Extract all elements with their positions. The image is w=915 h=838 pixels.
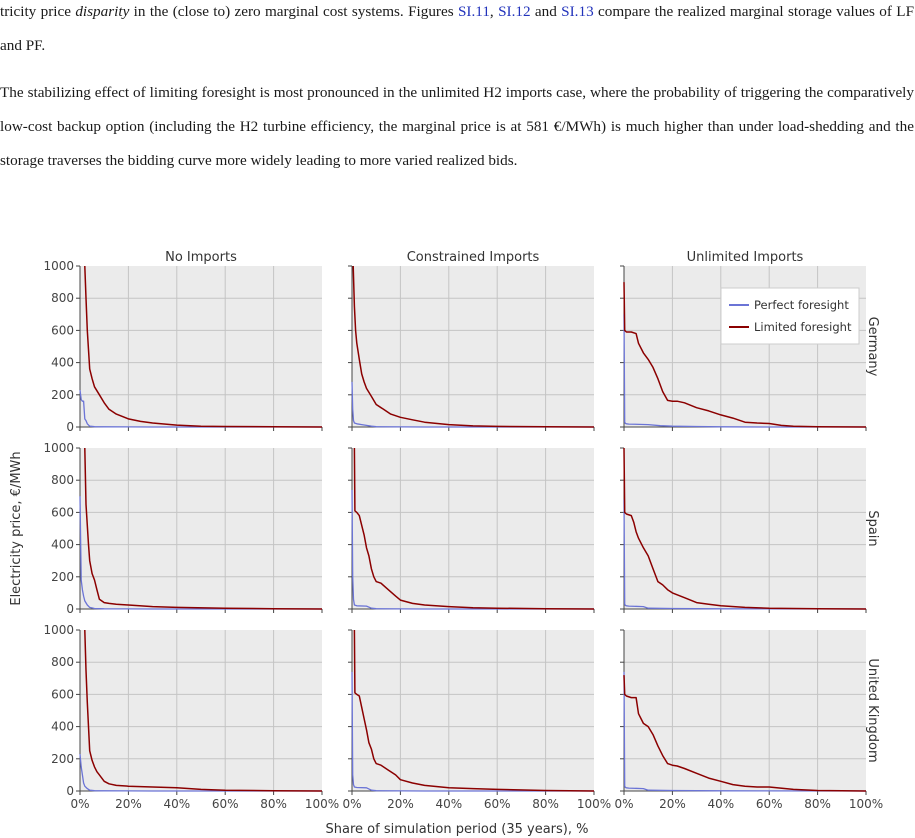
column-title: Constrained Imports [407, 250, 540, 265]
series-line-perfect-foresight [623, 499, 867, 610]
series-line-limited-foresight [352, 265, 595, 428]
text-run: , [489, 3, 499, 20]
series-line-limited-foresight [84, 447, 323, 610]
x-tick-label: 60% [484, 797, 511, 811]
series-line-perfect-foresight [351, 671, 594, 792]
series-line-limited-foresight [84, 629, 323, 792]
text-run: and [530, 3, 562, 20]
chart-panel: 1000 800 600 400 200 0 [43, 259, 323, 434]
figure-ref-link[interactable]: SI.13 [561, 3, 594, 20]
legend-box [720, 287, 860, 345]
panel-background [624, 448, 866, 609]
chart-panel [620, 447, 867, 613]
y-tick-label: 0 [66, 784, 74, 798]
y-tick-label: 1000 [43, 441, 74, 455]
panel-background [352, 448, 594, 609]
x-tick-label: 20% [115, 797, 142, 811]
x-tick-label: 40% [435, 797, 462, 811]
series-line-perfect-foresight [623, 314, 866, 428]
panel-background [624, 630, 866, 791]
text-run: in the (close to) zero marginal cost sys… [129, 3, 458, 20]
x-tick-label: 80% [804, 797, 831, 811]
series-line-perfect-foresight [623, 671, 867, 792]
series-line-limited-foresight [623, 675, 867, 792]
x-tick-label: 60% [212, 797, 239, 811]
y-axis-label: Electricity price, €/MWh [9, 451, 24, 605]
column-title: No Imports [165, 250, 237, 265]
row-title: United Kingdom [865, 658, 880, 762]
y-tick-label: 400 [51, 720, 74, 734]
panel-background [80, 630, 322, 791]
row-title: Spain [865, 510, 880, 546]
series-line-limited-foresight [353, 629, 595, 792]
figure-ref-link[interactable]: SI.11 [457, 3, 490, 20]
series-line-limited-foresight [353, 447, 595, 610]
y-tick-label: 600 [51, 687, 74, 701]
series-line-perfect-foresight [351, 489, 594, 610]
series-line-perfect-foresight [79, 753, 322, 792]
y-tick-label: 1000 [43, 623, 74, 637]
x-tick-label: 60% [756, 797, 783, 811]
text-run: compare the realized [593, 3, 726, 20]
x-tick-label: 100% [305, 797, 339, 811]
panel-background [352, 630, 594, 791]
facet-line-chart: 1000 800 600 400 200 0 1000 800 600 400 200 0 1000 80… [9, 250, 883, 837]
y-tick-label: 0 [66, 602, 74, 616]
legend-label: Limited foresight [754, 320, 852, 334]
panel-background [80, 266, 322, 427]
y-tick-label: 400 [51, 538, 74, 552]
y-tick-label: 1000 [43, 259, 74, 273]
x-tick-label: 80% [260, 797, 287, 811]
y-tick-label: 200 [51, 388, 74, 402]
y-tick-label: 600 [51, 505, 74, 519]
panel-background [80, 448, 322, 609]
text-run: marginal storage values of LF and PF. [0, 3, 915, 54]
series-line-perfect-foresight [351, 381, 594, 428]
x-tick-label: 20% [387, 797, 414, 811]
y-tick-label: 800 [51, 655, 74, 669]
paragraph-main: The stabilizing effect of limiting fores… [0, 76, 914, 178]
legend: Perfect foresight Limited foresight [720, 287, 860, 345]
chart-panel: 0% 20% 40% 60% 80% 100% [342, 629, 611, 811]
x-tick-label: 0% [614, 797, 633, 811]
x-tick-label: 20% [659, 797, 686, 811]
x-tick-label: 0% [70, 797, 89, 811]
y-tick-label: 0 [66, 420, 74, 434]
chart-panel: 1000 800 600 400 200 0 [43, 441, 323, 616]
x-tick-label: 40% [163, 797, 190, 811]
panel-background [352, 266, 594, 427]
text-run: tricity price [0, 3, 76, 20]
text-run: The stabilizing effect of limiting fores… [0, 84, 914, 169]
series-line-limited-foresight [623, 282, 867, 428]
series-line-perfect-foresight [79, 389, 322, 428]
chart-panel [348, 447, 595, 613]
x-axis-label: Share of simulation period (35 years), % [326, 822, 589, 837]
y-tick-label: 800 [51, 291, 74, 305]
x-tick-label: 40% [707, 797, 734, 811]
x-tick-label: 0% [342, 797, 361, 811]
chart-panel: 1000 800 600 400 200 00% 20% 40% 60% 80% 100% [43, 623, 339, 811]
figure-ref-link[interactable]: SI.12 [498, 3, 531, 20]
column-title: Unlimited Imports [687, 250, 804, 265]
series-line-limited-foresight [84, 265, 323, 428]
x-tick-label: 100% [849, 797, 883, 811]
legend-label: Perfect foresight [754, 298, 849, 312]
series-line-limited-foresight [623, 447, 867, 610]
chart-panel [348, 265, 595, 431]
emphasized-text: disparity [75, 3, 130, 20]
y-tick-label: 200 [51, 570, 74, 584]
y-tick-label: 200 [51, 752, 74, 766]
y-tick-label: 800 [51, 473, 74, 487]
x-tick-label: 80% [532, 797, 559, 811]
x-tick-label: 100% [577, 797, 611, 811]
chart-panel: 0% 20% 40% 60% 80% 100% [614, 629, 883, 811]
y-tick-label: 400 [51, 356, 74, 370]
series-line-perfect-foresight [79, 496, 322, 610]
paragraph-continuation: tricity price disparity in the (close to… [0, 0, 914, 63]
y-tick-label: 600 [51, 323, 74, 337]
row-title: Germany [865, 317, 880, 377]
